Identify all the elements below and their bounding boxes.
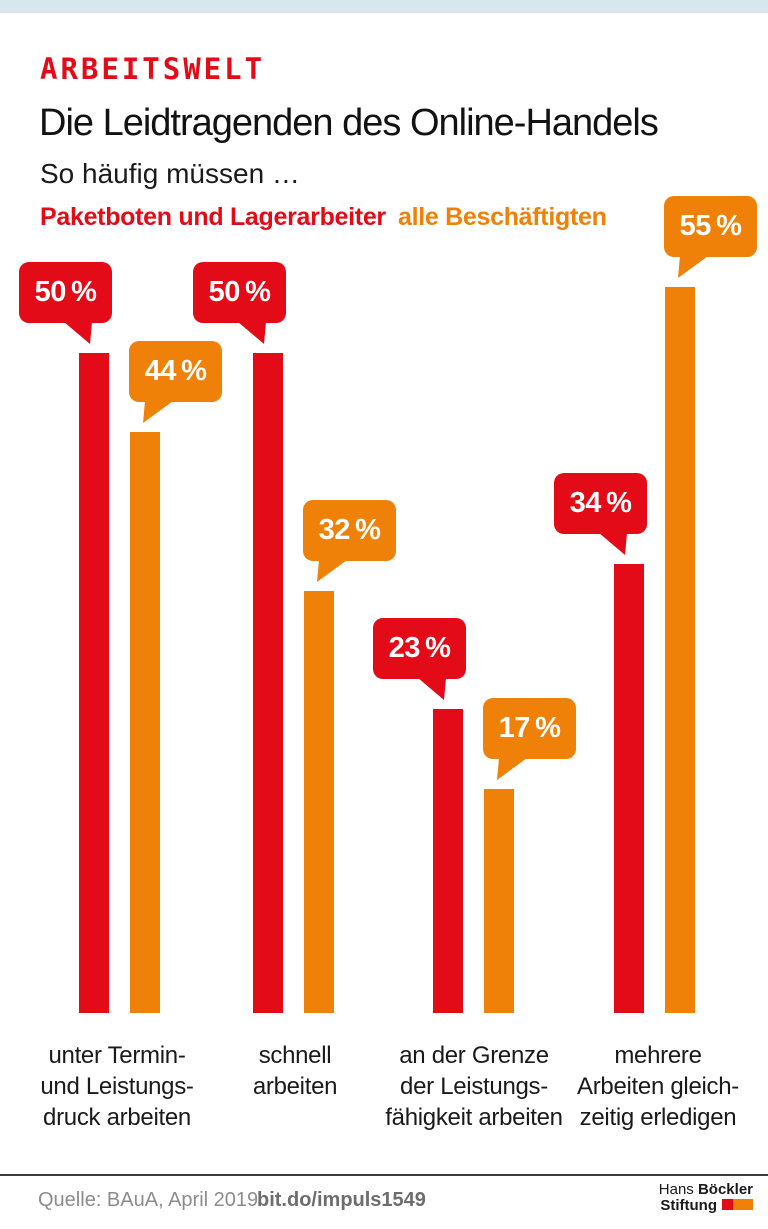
category-label-2: schnell arbeiten — [252, 1042, 338, 1100]
bar-beschaeftigte-3 — [484, 789, 514, 1013]
bar-paketboten-4 — [614, 564, 644, 1013]
bubble-tail — [317, 560, 347, 582]
bubble-tail — [143, 401, 173, 423]
footer-divider — [0, 1174, 768, 1176]
source-text: Quelle: BAuA, April 2019 — [38, 1189, 259, 1211]
value-bubble-paketboten-1: 50 % — [19, 262, 112, 323]
logo-line-1: Hans Böckler — [658, 1181, 753, 1198]
bar-beschaeftigte-2 — [304, 591, 334, 1013]
legend-item-paketboten: Paketboten und Lagerarbeiter — [40, 203, 386, 231]
kicker-label: ARBEITSWELT — [40, 52, 266, 86]
logo-mark-icon — [722, 1198, 753, 1210]
category-label-4: mehrere Arbeiten gleich- zeitig erledige… — [577, 1042, 739, 1131]
legend-item-alle-beschaeftigten: alle Beschäftigten — [398, 203, 607, 231]
value-bubble-beschaeftigte-1: 44 % — [129, 341, 222, 402]
bubble-tail — [678, 256, 708, 278]
bar-paketboten-2 — [253, 353, 283, 1013]
value-bubble-beschaeftigte-2: 32 % — [303, 500, 396, 561]
bubble-tail — [497, 758, 527, 780]
value-bubble-paketboten-4: 34 % — [554, 473, 647, 534]
value-bubble-paketboten-3: 23 % — [373, 618, 466, 679]
value-bubble-paketboten-2: 50 % — [193, 262, 286, 323]
bar-paketboten-3 — [433, 709, 463, 1013]
logo-line-2: Stiftung — [659, 1198, 753, 1214]
bar-beschaeftigte-4 — [665, 287, 695, 1013]
top-accent-bar — [0, 0, 768, 13]
bubble-tail — [599, 533, 627, 555]
bubble-tail — [238, 322, 266, 344]
value-bubble-beschaeftigte-4: 55 % — [664, 196, 757, 257]
bubble-tail — [64, 322, 92, 344]
subtitle: So häufig müssen … — [40, 158, 300, 189]
value-bubble-beschaeftigte-3: 17 % — [483, 698, 576, 759]
source-link[interactable]: bit.do/impuls1549 — [257, 1189, 426, 1211]
page-title: Die Leidtragenden des Online-Handels — [39, 102, 659, 144]
hans-boeckler-stiftung-logo: Hans Böckler Stiftung — [659, 1182, 753, 1214]
bubble-tail — [418, 678, 446, 700]
category-label-1: unter Termin- und Leistungs- druck arbei… — [40, 1042, 194, 1131]
bar-beschaeftigte-1 — [130, 432, 160, 1013]
category-label-3: an der Grenze der Leistungs- fähigkeit a… — [385, 1042, 563, 1131]
bar-paketboten-1 — [79, 353, 109, 1013]
